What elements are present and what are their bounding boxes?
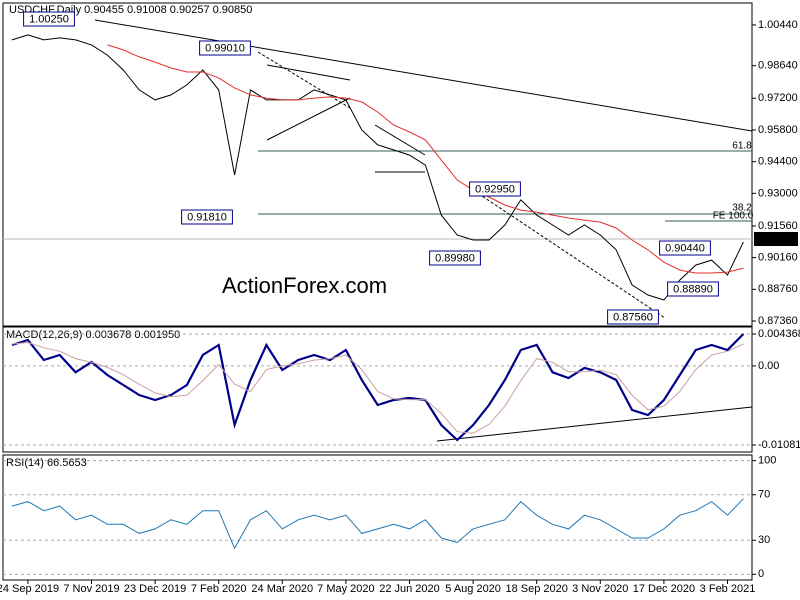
x-tick-label: 24 Sep 2019 <box>0 583 59 595</box>
x-tick-label: 17 Dec 2020 <box>633 583 695 595</box>
y-tick-label: 0.97200 <box>758 92 798 104</box>
price-label: 0.92950 <box>475 183 515 195</box>
macd-trend-line <box>436 406 753 442</box>
x-tick-label: 24 Mar 2020 <box>251 583 313 595</box>
price-label: 0.90440 <box>665 242 705 254</box>
y-tick-label: 0.00 <box>758 360 779 372</box>
trend-line <box>94 19 753 132</box>
x-tick-label: 7 Nov 2019 <box>63 583 119 595</box>
series-line <box>11 333 745 442</box>
price-label-box <box>429 250 481 266</box>
y-tick-label: 30 <box>758 534 770 546</box>
x-tick-label: 3 Feb 2021 <box>700 583 756 595</box>
price-label: 1.00250 <box>29 13 69 25</box>
y-tick-label: 1.00440 <box>758 19 798 31</box>
price-label: 0.89980 <box>435 252 475 264</box>
price-label-box <box>181 209 233 225</box>
series-line <box>11 498 744 550</box>
y-tick-label: 0.95800 <box>758 124 798 136</box>
rsi-title: RSI(14) 66.5653 <box>6 457 87 469</box>
x-tick-label: 3 Nov 2020 <box>572 583 628 595</box>
x-tick-label: 7 May 2020 <box>317 583 374 595</box>
price-label-box <box>607 309 659 325</box>
current-price-label: 0.90850 <box>756 233 796 245</box>
price-panel <box>2 2 753 327</box>
y-tick-label: 0.90160 <box>758 252 798 264</box>
rsi-panel <box>2 454 753 581</box>
x-tick-label: 5 Aug 2020 <box>445 583 501 595</box>
y-tick-label: 0.91560 <box>758 220 798 232</box>
y-tick-label: 0 <box>758 568 764 580</box>
fib-label: FE 100.0 <box>713 211 754 222</box>
series-line <box>11 34 744 301</box>
price-label: 0.88890 <box>673 283 713 295</box>
y-tick-label: -0.010813 <box>758 439 800 451</box>
x-tick-label: 18 Sep 2020 <box>506 583 568 595</box>
price-label-box <box>469 181 521 197</box>
y-tick-label: 100 <box>758 455 776 467</box>
price-label-box <box>23 11 75 27</box>
price-label-box <box>199 40 251 56</box>
y-tick-label: 0.93000 <box>758 187 798 199</box>
triangle-line <box>266 97 351 141</box>
triangle-line <box>266 64 351 81</box>
y-tick-label: 0.88760 <box>758 283 798 295</box>
series-line <box>107 44 744 274</box>
price-label-box <box>659 240 711 256</box>
y-tick-label: 0.87360 <box>758 315 798 327</box>
price-label-box <box>667 281 719 297</box>
watermark: ActionForex.com <box>222 273 387 298</box>
x-tick-label: 7 Feb 2020 <box>191 583 247 595</box>
channel-line <box>374 124 426 156</box>
price-label: 0.87560 <box>613 311 653 323</box>
x-tick-label: 22 Jun 2020 <box>379 583 440 595</box>
y-tick-label: 0.004368 <box>758 328 800 340</box>
macd-title: MACD(12,26,9) 0.003678 0.001950 <box>6 329 180 341</box>
x-tick-label: 23 Dec 2019 <box>124 583 186 595</box>
y-tick-label: 0.98640 <box>758 60 798 72</box>
y-tick-label: 70 <box>758 489 770 501</box>
series-line <box>11 341 744 434</box>
dashed-channel <box>469 187 666 319</box>
dashed-channel <box>257 51 351 109</box>
current-price-box <box>754 232 798 246</box>
y-tick-label: 0.94400 <box>758 156 798 168</box>
fib-label: 61.8 <box>732 141 752 152</box>
price-label: 0.99010 <box>205 42 245 54</box>
price-label: 0.91810 <box>187 211 227 223</box>
macd-panel <box>2 326 753 453</box>
fib-label: 38.2 <box>732 203 752 214</box>
